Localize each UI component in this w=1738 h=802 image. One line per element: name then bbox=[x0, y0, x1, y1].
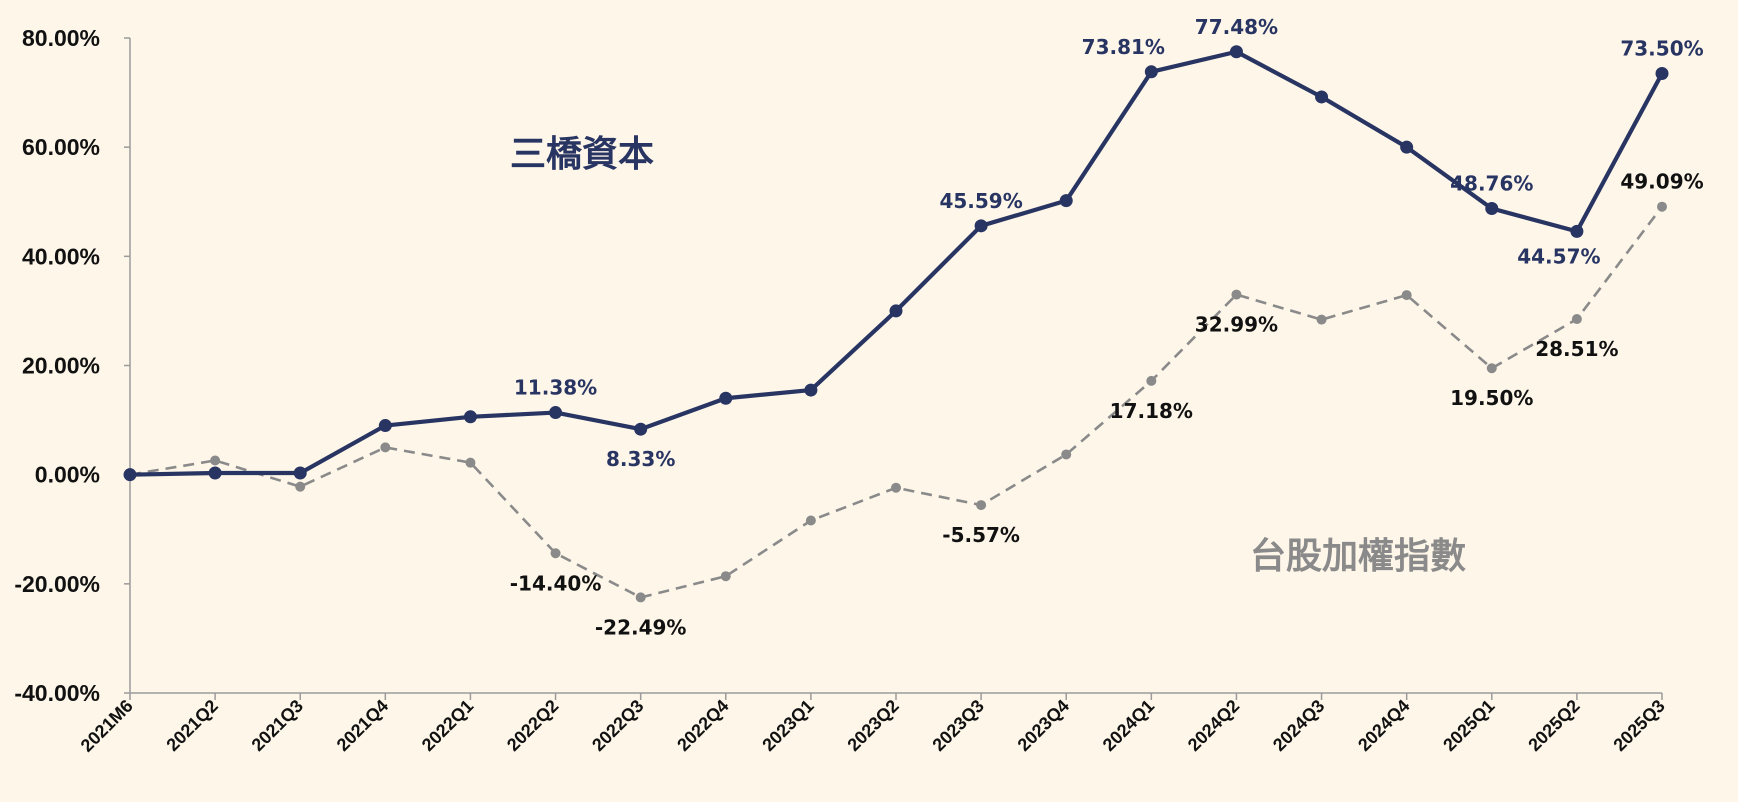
x-tick-labels: 2021M6 2021Q2 2021Q3 2021Q4 2022Q1 2022Q2 2022… bbox=[77, 693, 1669, 756]
data-point-fund bbox=[1059, 194, 1073, 208]
data-label-fund: 45.59% bbox=[939, 189, 1022, 213]
y-tick-label: 20.00% bbox=[22, 353, 100, 379]
data-point-fund bbox=[1655, 66, 1669, 80]
data-label-fund: 48.76% bbox=[1450, 172, 1533, 196]
data-point-index bbox=[1486, 363, 1497, 374]
data-point-index bbox=[805, 515, 816, 526]
data-label-index: 32.99% bbox=[1195, 313, 1278, 337]
x-tick-label: 2023Q2 bbox=[843, 696, 902, 755]
data-label-index: -22.49% bbox=[595, 615, 687, 639]
data-point-fund bbox=[378, 419, 392, 433]
data-point-fund bbox=[974, 219, 988, 233]
data-point-index bbox=[720, 571, 731, 582]
x-tick-label: 2023Q4 bbox=[1014, 696, 1073, 755]
data-point-index bbox=[550, 548, 561, 559]
data-point-fund bbox=[1570, 224, 1584, 238]
data-point-fund bbox=[889, 304, 903, 318]
data-point-fund bbox=[1229, 45, 1243, 59]
x-tick-label: 2022Q3 bbox=[588, 696, 647, 755]
x-tick-label: 2022Q4 bbox=[673, 696, 732, 755]
data-point-fund bbox=[1315, 90, 1329, 104]
data-label-index: -14.40% bbox=[510, 571, 602, 595]
data-label-fund: 73.50% bbox=[1620, 36, 1703, 60]
y-tick-label: 60.00% bbox=[22, 134, 100, 160]
data-point-fund bbox=[1485, 202, 1499, 216]
y-tick-label: -40.00% bbox=[14, 680, 100, 706]
data-labels: -14.40% -22.49% -5.57% 17.18% 32.99% 19.50% 28… bbox=[510, 15, 1704, 640]
data-label-fund: 73.81% bbox=[1082, 35, 1165, 59]
data-point-index bbox=[1401, 290, 1412, 301]
data-point-index bbox=[1231, 289, 1242, 300]
data-label-index: 28.51% bbox=[1535, 337, 1618, 361]
data-label-index: 19.50% bbox=[1450, 386, 1533, 410]
data-label-fund: 77.48% bbox=[1195, 15, 1278, 39]
data-point-index bbox=[1316, 314, 1327, 325]
y-tick-labels: -40.00% -20.00% 0.00% 20.00% 40.00% 60.00% 80.… bbox=[14, 25, 130, 706]
data-point-index bbox=[976, 500, 987, 511]
data-point-fund bbox=[719, 391, 733, 405]
data-label-index: -5.57% bbox=[942, 523, 1020, 547]
x-tick-label: 2024Q4 bbox=[1354, 696, 1413, 755]
data-label-index: 49.09% bbox=[1620, 170, 1703, 194]
x-tick-label: 2021Q4 bbox=[333, 696, 392, 755]
x-tick-label: 2022Q2 bbox=[503, 696, 562, 755]
data-point-fund bbox=[293, 466, 307, 480]
series-lines bbox=[129, 49, 1664, 599]
data-point-index bbox=[465, 457, 476, 468]
x-tick-label: 2025Q1 bbox=[1439, 696, 1498, 755]
data-point-fund bbox=[549, 406, 563, 420]
data-point-fund bbox=[123, 468, 137, 482]
data-label-fund: 8.33% bbox=[606, 447, 675, 471]
data-point-index bbox=[891, 482, 901, 493]
x-tick-label: 2023Q3 bbox=[928, 696, 987, 755]
x-tick-label: 2021Q3 bbox=[248, 696, 307, 755]
y-tick-label: 80.00% bbox=[22, 25, 100, 51]
x-tick-label: 2021Q2 bbox=[162, 696, 221, 755]
data-label-fund: 44.57% bbox=[1517, 244, 1600, 268]
data-point-fund bbox=[463, 410, 477, 424]
y-tick-label: 0.00% bbox=[35, 462, 100, 488]
data-point-index bbox=[210, 455, 221, 466]
data-point-fund bbox=[1144, 65, 1158, 79]
data-label-index: 17.18% bbox=[1110, 399, 1193, 423]
data-point-index bbox=[1571, 314, 1582, 325]
data-point-index bbox=[295, 481, 306, 492]
data-point-index bbox=[1657, 201, 1667, 212]
x-tick-label: 2024Q2 bbox=[1184, 696, 1243, 755]
x-tick-label: 2025Q2 bbox=[1524, 696, 1583, 755]
data-point-fund bbox=[208, 466, 222, 480]
data-point-index bbox=[635, 592, 646, 603]
y-tick-label: 40.00% bbox=[22, 243, 100, 269]
series-name-fund: 三橋資本 bbox=[510, 134, 654, 175]
series-line-fund bbox=[129, 49, 1664, 477]
data-point-fund bbox=[1400, 140, 1414, 154]
data-point-index bbox=[1061, 449, 1072, 460]
data-point-index bbox=[1146, 375, 1157, 386]
series-points bbox=[123, 45, 1669, 603]
data-label-fund: 11.38% bbox=[514, 376, 597, 400]
data-point-index bbox=[380, 442, 391, 453]
x-tick-label: 2024Q1 bbox=[1099, 696, 1158, 755]
x-tick-label: 2022Q1 bbox=[418, 696, 477, 755]
y-tick-label: -20.00% bbox=[14, 571, 100, 597]
data-point-fund bbox=[634, 422, 648, 436]
x-tick-label: 2023Q1 bbox=[758, 696, 817, 755]
x-tick-label: 2025Q3 bbox=[1609, 696, 1668, 755]
data-point-fund bbox=[804, 383, 818, 397]
x-tick-label: 2024Q3 bbox=[1269, 696, 1328, 755]
series-name-index: 台股加權指數 bbox=[1250, 536, 1466, 577]
